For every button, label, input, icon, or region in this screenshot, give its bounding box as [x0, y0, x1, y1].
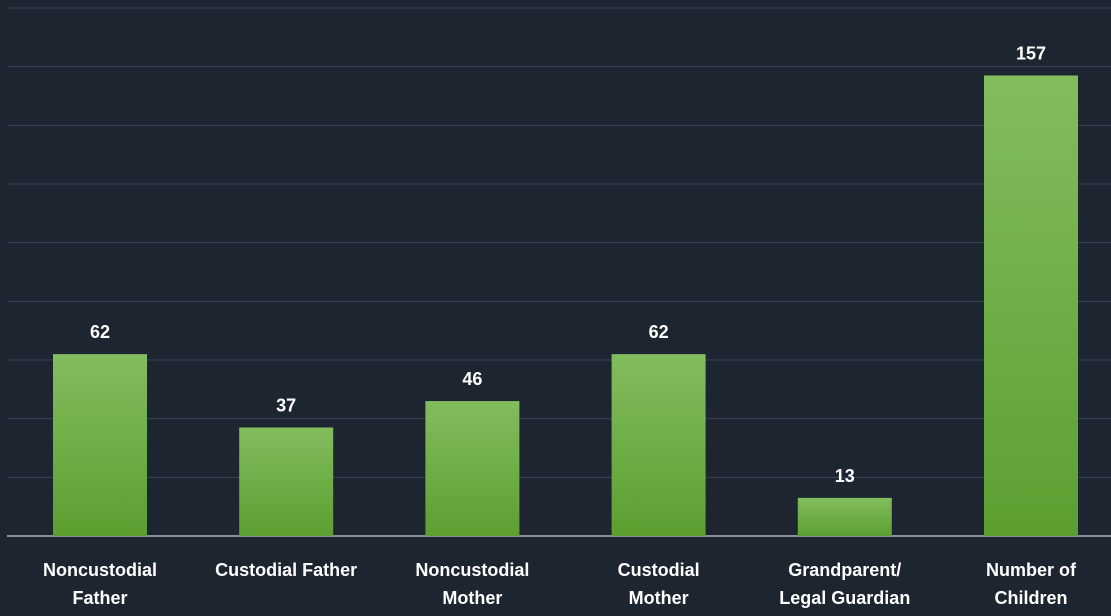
value-label: 157 — [1016, 43, 1046, 63]
bar — [611, 354, 706, 536]
x-tick-label: Noncustodial Father — [42, 560, 157, 608]
bar — [797, 497, 892, 536]
bar — [239, 427, 334, 536]
x-tick-label: Custodial Father — [215, 560, 358, 580]
x-tick-label: Grandparent/ Legal Guardian — [779, 560, 911, 608]
value-label: 62 — [90, 322, 110, 342]
bar — [53, 354, 147, 536]
value-label: 46 — [462, 369, 482, 389]
x-tick-label: Noncustodial Mother — [415, 560, 530, 608]
value-label: 13 — [835, 466, 855, 486]
x-tick-label: Number of Children — [986, 560, 1076, 608]
bar — [425, 401, 520, 536]
bar — [984, 75, 1078, 536]
value-label: 62 — [649, 322, 669, 342]
value-label: 37 — [276, 395, 296, 415]
x-tick-label: Custodial Mother — [617, 560, 700, 608]
